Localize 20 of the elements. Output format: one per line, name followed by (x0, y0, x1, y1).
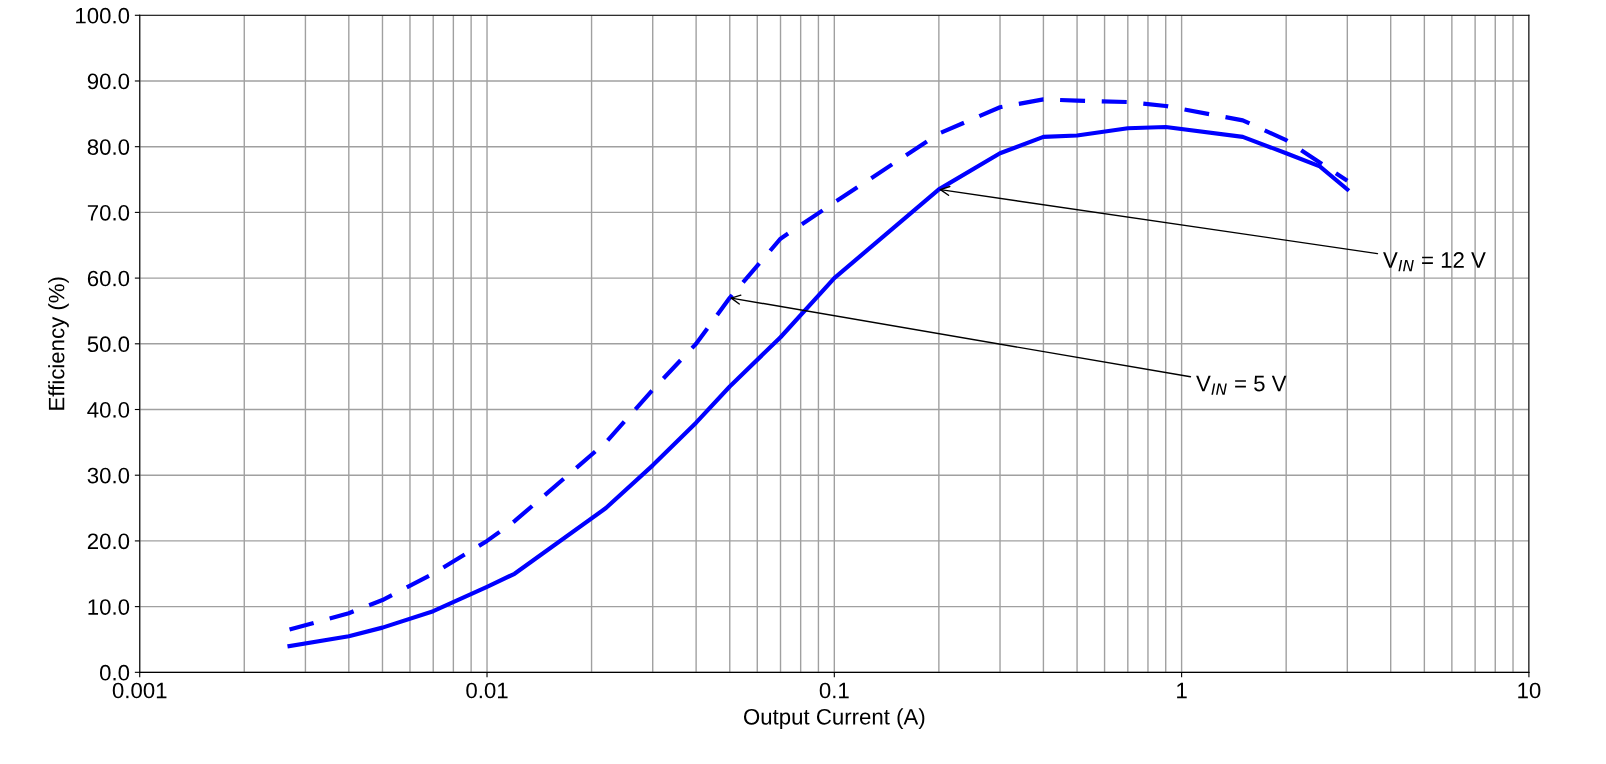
y-tick-label: 20.0 (87, 533, 130, 550)
x-axis-title: Output Current (A) (743, 708, 925, 730)
x-tick-label: 0.01 (466, 682, 508, 699)
x-tick-label: 0.1 (819, 682, 849, 699)
x-tick-label: 10 (1518, 682, 1541, 699)
y-tick-label: 70.0 (87, 204, 130, 221)
y-tick-label: 90.0 (87, 73, 130, 90)
annotation: V$_{IN}$ = 12 V (1383, 252, 1486, 272)
annotation: V$_{IN}$ = 5 V (1196, 375, 1287, 395)
x-tick-label: 0.001 (112, 682, 167, 699)
y-tick-label: 10.0 (88, 599, 130, 615)
y-tick-label: 40.0 (87, 402, 130, 418)
y-tick-label: 50.0 (87, 336, 130, 353)
x-tick-label: 1 (1177, 682, 1187, 699)
y-axis-title: Efficiency (%) (48, 277, 69, 410)
y-tick-label: 100.0 (76, 7, 130, 24)
y-tick-label: 80.0 (87, 139, 130, 155)
y-tick-label: 60.0 (87, 270, 130, 287)
y-tick-label: 30.0 (87, 467, 130, 484)
y-tick-label: 0.0 (99, 664, 130, 681)
